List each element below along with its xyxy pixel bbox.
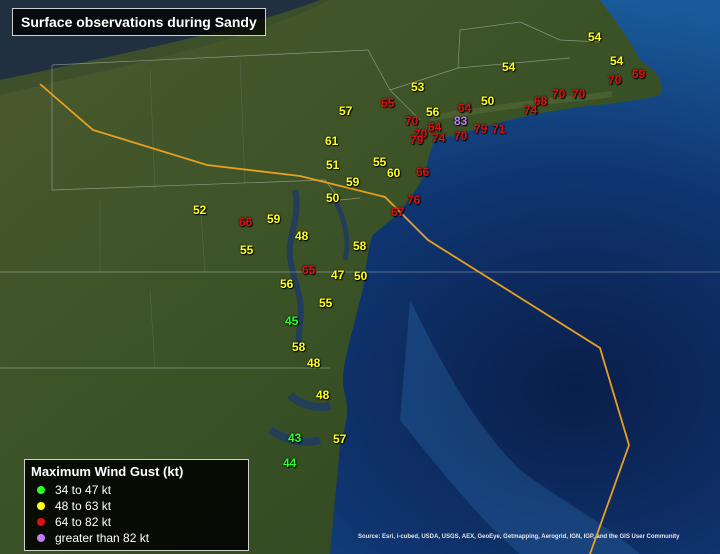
station-gust-label: 60 [387, 166, 401, 180]
albemarle-sound [287, 391, 332, 411]
county-lines [99, 59, 246, 369]
station-gust-label: 47 [331, 268, 345, 282]
station-gust-label: 71 [492, 122, 506, 136]
station-gust-label: 79 [474, 122, 488, 136]
station-gust-label: 83 [454, 114, 468, 128]
station-gust-label: 64 [458, 101, 472, 115]
storm-track-line [39, 83, 630, 554]
station-gust-label: 61 [325, 134, 339, 148]
station-gust-label: 50 [326, 191, 340, 205]
station-gust-label: 48 [316, 388, 330, 402]
station-gust-label: 43 [288, 431, 302, 445]
station-gust-label: 54 [502, 60, 516, 74]
legend-item-label: 64 to 82 kt [55, 515, 112, 529]
green-dot-icon [37, 486, 45, 494]
map-title: Surface observations during Sandy [12, 8, 266, 36]
station-gust-label: 50 [354, 269, 368, 283]
station-gust-label: 44 [283, 456, 297, 470]
station-gust-label: 50 [481, 94, 495, 108]
station-gust-label: 55 [373, 155, 387, 169]
station-gust-label: 74 [432, 131, 446, 145]
station-gust-label: 68 [534, 94, 548, 108]
legend-item-label: 34 to 47 kt [55, 483, 112, 497]
yellow-dot-icon [37, 502, 45, 510]
legend-item-label: greater than 82 kt [55, 531, 150, 545]
station-gust-label: 66 [416, 165, 430, 179]
station-gust-label: 70 [572, 87, 586, 101]
station-gust-label: 57 [333, 432, 347, 446]
station-gust-label: 52 [193, 203, 207, 217]
station-gust-label: 65 [381, 96, 395, 110]
station-gust-label: 58 [353, 239, 367, 253]
station-gust-label: 55 [240, 243, 254, 257]
chesapeake-bay [286, 189, 304, 351]
station-gust-label: 76 [407, 193, 421, 207]
station-gust-label: 54 [588, 30, 602, 44]
station-gust-label: 74 [524, 103, 538, 117]
map-attribution: Source: Esri, i-cubed, USDA, USGS, AEX, … [358, 534, 680, 540]
station-gust-label: 66 [239, 215, 253, 229]
station-gust-label: 48 [295, 229, 309, 243]
station-gust-label: 65 [302, 263, 316, 277]
legend-item: 34 to 47 kt [31, 482, 242, 498]
station-gust-label: 64 [428, 120, 442, 134]
shelf-shading [400, 300, 640, 554]
legend-item-label: 48 to 63 kt [55, 499, 112, 513]
station-gust-label: 59 [346, 175, 360, 189]
land [0, 0, 662, 554]
station-gust-label: 70 [552, 87, 566, 101]
station-gust-label: 79 [410, 133, 424, 147]
station-gust-label: 67 [391, 205, 405, 219]
station-gust-label: 56 [280, 277, 294, 291]
state-borders [0, 21, 720, 369]
station-gust-label: 51 [326, 158, 340, 172]
red-dot-icon [37, 518, 45, 526]
station-gust-label: 58 [292, 340, 306, 354]
station-gust-label: 53 [411, 80, 425, 94]
station-gust-label: 55 [319, 296, 333, 310]
legend-item: 64 to 82 kt [31, 514, 242, 530]
station-gust-label: 54 [610, 54, 624, 68]
station-gust-label: 59 [267, 212, 281, 226]
pamlico-sound [267, 426, 322, 446]
legend-item: greater than 82 kt [31, 530, 242, 546]
station-gust-label: 45 [285, 314, 299, 328]
station-gust-label: 48 [307, 356, 321, 370]
station-gust-label: 57 [339, 104, 353, 118]
long-island [429, 91, 613, 121]
purple-dot-icon [37, 534, 45, 542]
station-gust-label: 70 [608, 73, 622, 87]
legend-item: 48 to 63 kt [31, 498, 242, 514]
station-gust-label: 70 [454, 129, 468, 143]
delaware-bay [332, 198, 350, 261]
station-gust-label: 69 [632, 67, 646, 81]
station-gust-label: 70 [405, 114, 419, 128]
legend-title: Maximum Wind Gust (kt) [31, 464, 184, 479]
station-gust-label: 70 [414, 127, 428, 141]
station-gust-label: 56 [426, 105, 440, 119]
legend-panel: Maximum Wind Gust (kt) 34 to 47 kt 48 to… [24, 459, 249, 551]
